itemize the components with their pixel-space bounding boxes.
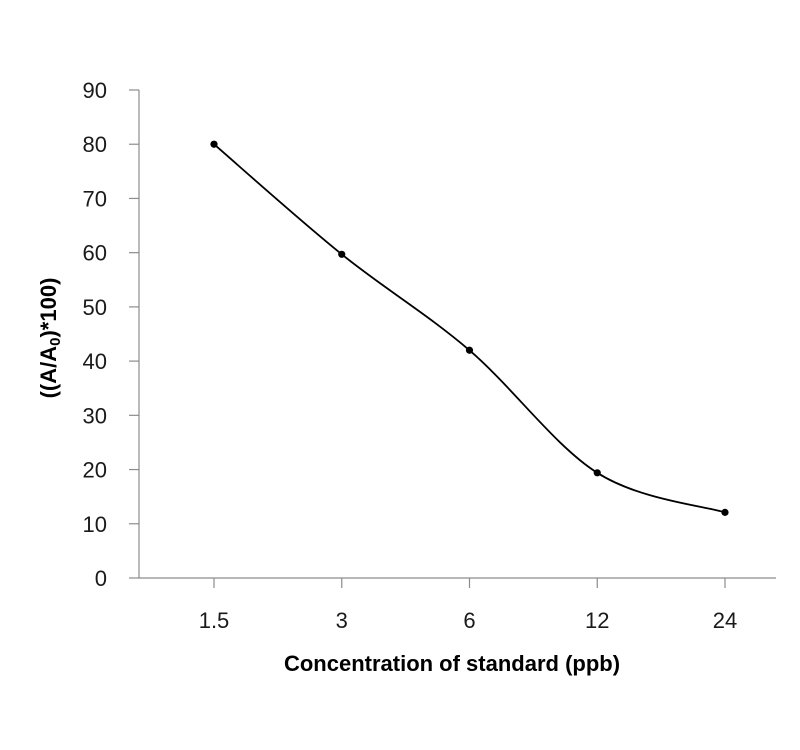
data-point <box>338 250 346 258</box>
x-tick-label: 3 <box>336 608 348 633</box>
y-tick-label: 30 <box>83 403 107 428</box>
y-tick-label: 60 <box>83 241 107 266</box>
y-tick-label: 10 <box>83 512 107 537</box>
y-tick-label: 40 <box>83 349 107 374</box>
y-axis-title-subscript: 0 <box>47 338 64 346</box>
data-point <box>210 140 218 148</box>
y-tick-label: 90 <box>83 78 107 103</box>
tick-labels: 0 10 20 30 40 50 60 70 80 90 1.5 3 6 12 24 <box>83 78 738 633</box>
x-axis-title: Concentration of standard (ppb) <box>284 651 620 676</box>
y-tick-label: 80 <box>83 132 107 157</box>
y-axis-title: ((A/A0)*100) <box>36 278 64 399</box>
x-tick-label: 1.5 <box>199 608 230 633</box>
y-tick-label: 50 <box>83 295 107 320</box>
data-point <box>721 508 729 516</box>
y-axis-title-part: )*100) <box>36 278 61 338</box>
y-axis-title-part: ((A/A <box>36 346 61 399</box>
axes <box>129 89 776 588</box>
data-point <box>465 346 474 354</box>
y-tick-label: 70 <box>83 186 107 211</box>
y-tick-label: 0 <box>95 566 107 591</box>
series-line <box>213 143 726 514</box>
data-series <box>210 140 729 516</box>
x-tick-label: 6 <box>463 608 475 633</box>
data-point <box>593 469 601 477</box>
x-tick-label: 24 <box>713 608 737 633</box>
x-tick-label: 12 <box>585 608 609 633</box>
y-tick-label: 20 <box>83 458 107 483</box>
